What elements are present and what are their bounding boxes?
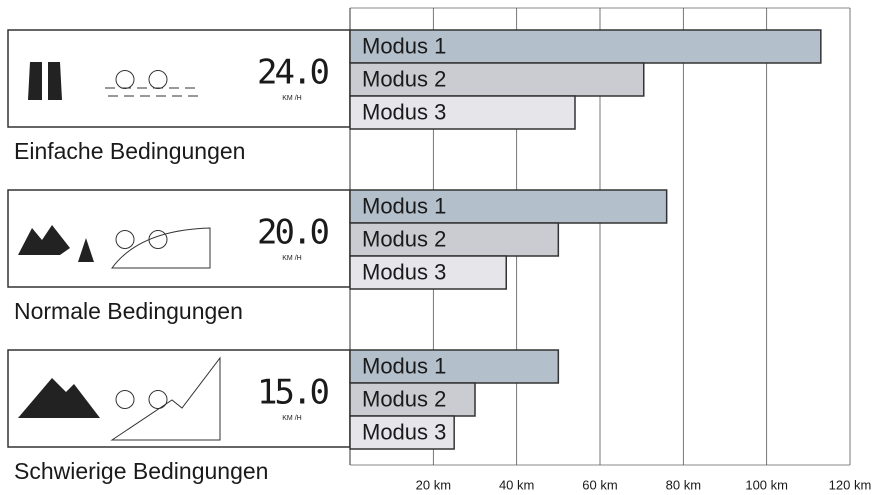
x-tick-label: 120 km bbox=[829, 477, 872, 492]
x-tick-label: 20 km bbox=[416, 477, 451, 492]
speed-unit: KM /H bbox=[282, 415, 301, 422]
bar-label: Modus 3 bbox=[362, 419, 446, 444]
condition-label: Einfache Bedingungen bbox=[14, 138, 245, 164]
bar-label: Modus 2 bbox=[362, 66, 446, 91]
speed-unit: KM /H bbox=[282, 255, 301, 262]
bar-label: Modus 2 bbox=[362, 386, 446, 411]
bar-label: Modus 1 bbox=[362, 33, 446, 58]
x-tick-label: 100 km bbox=[745, 477, 788, 492]
bar-label: Modus 1 bbox=[362, 353, 446, 378]
x-tick-label: 80 km bbox=[666, 477, 701, 492]
bar-label: Modus 2 bbox=[362, 226, 446, 251]
bar-label: Modus 3 bbox=[362, 259, 446, 284]
speed-display: 20.0 bbox=[257, 213, 328, 253]
speed-display: 24.0 bbox=[257, 53, 328, 93]
bar-label: Modus 3 bbox=[362, 99, 446, 124]
bar-label: Modus 1 bbox=[362, 193, 446, 218]
speed-unit: KM /H bbox=[282, 95, 301, 102]
speed-display: 15.0 bbox=[257, 373, 328, 413]
condition-label: Normale Bedingungen bbox=[14, 298, 243, 324]
x-tick-label: 60 km bbox=[582, 477, 617, 492]
chart: 20 km 40 km 60 km 80 km 100 km 120 km 24.0 KM /… bbox=[0, 0, 889, 495]
x-tick-label: 40 km bbox=[499, 477, 534, 492]
condition-label: Schwierige Bedingungen bbox=[14, 458, 268, 484]
